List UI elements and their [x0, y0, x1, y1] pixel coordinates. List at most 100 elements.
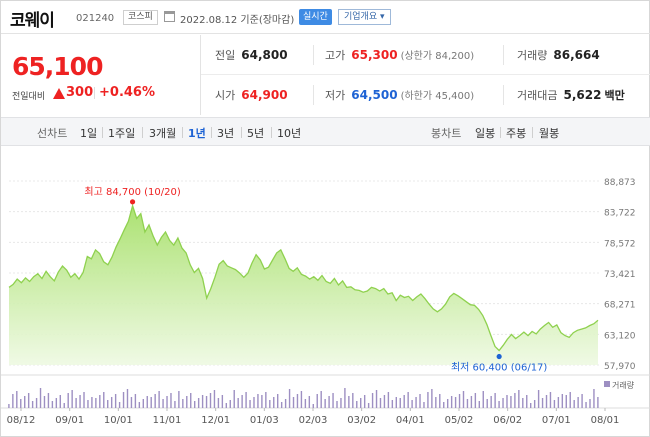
volume-bar — [245, 392, 247, 408]
volume-bar — [277, 394, 279, 408]
volume-bar — [561, 394, 564, 408]
change-percent: +0.46% — [99, 85, 155, 100]
volume-bar — [518, 390, 520, 408]
volume-bar — [454, 397, 457, 408]
volume-bar — [257, 394, 259, 408]
x-tick-label: 01/03 — [250, 415, 279, 426]
toolbar-divider — [182, 127, 183, 138]
period-1d-button[interactable]: 1일 — [80, 127, 98, 140]
price-line — [8, 203, 599, 352]
candle-chart-label: 봉차트 — [431, 127, 462, 140]
stat-value: 64,800 — [241, 48, 288, 62]
period-1y-button[interactable]: 1년 — [188, 127, 206, 140]
volume-bar — [178, 391, 180, 408]
stat-open: 시가 64,900 — [215, 75, 288, 115]
volume-bar — [43, 396, 46, 408]
volume-bar — [557, 397, 560, 408]
volume-bar — [403, 395, 405, 408]
volume-bar — [273, 397, 275, 408]
volume-bar — [217, 398, 220, 408]
price-chart-svg: 88,873 83,722 78,572 73,421 68,271 63,120 57,9… — [1, 178, 650, 426]
volume-bar — [284, 399, 287, 408]
volume-bar — [411, 400, 413, 408]
volume-bar — [478, 401, 481, 408]
volume-bar — [205, 396, 208, 408]
volume-bar — [269, 400, 271, 408]
chart-toolbar: 선차트 1일 1주일 3개월 1년 3년 5년 10년 봉차트 일봉 주봉 월봉 — [1, 117, 650, 146]
volume-bar — [114, 394, 117, 408]
volume-bar — [466, 399, 469, 408]
company-info-dropdown[interactable]: 기업개요 ▾ — [338, 9, 391, 25]
period-5y-button[interactable]: 5년 — [247, 127, 265, 140]
basis-date: 2022.08.12 기준(장마감) — [180, 15, 295, 26]
weekly-candle-button[interactable]: 주봉 — [506, 127, 527, 140]
stat-label: 거래대금 — [517, 89, 558, 102]
monthly-candle-button[interactable]: 월봉 — [539, 127, 560, 140]
realtime-button[interactable]: 실시간 — [299, 9, 332, 25]
volume-bar — [324, 399, 326, 408]
stat-divider — [313, 45, 314, 65]
volume-bar — [47, 393, 50, 408]
volume-bar — [39, 388, 42, 408]
stock-header: 코웨이 021240 코스피 2022.08.12 기준(장마감) 실시간 기업… — [1, 1, 650, 34]
volume-bar — [533, 400, 536, 408]
y-tick-label: 83,722 — [604, 209, 636, 219]
volume-bar — [209, 393, 212, 408]
calendar-icon — [164, 11, 175, 22]
volume-bar — [312, 404, 314, 408]
stat-divider — [503, 85, 504, 105]
volume-bar — [482, 391, 484, 408]
volume-bar — [474, 393, 477, 408]
period-1w-button[interactable]: 1주일 — [108, 127, 136, 140]
stat-label: 시가 — [215, 89, 236, 102]
volume-bar — [379, 398, 382, 408]
x-tick-label: 06/02 — [493, 415, 522, 426]
volume-bar — [593, 389, 595, 408]
volume-bar — [170, 393, 172, 408]
volume-bar — [249, 400, 251, 408]
volume-bar — [146, 396, 148, 408]
volume-bar — [87, 400, 89, 408]
volume-bar — [490, 396, 492, 408]
daily-candle-button[interactable]: 일봉 — [475, 127, 496, 140]
volume-bar — [201, 395, 204, 408]
volume-bar — [103, 392, 105, 408]
volume-bar — [439, 394, 441, 408]
volume-bar — [522, 398, 524, 408]
stat-label: 거래량 — [517, 49, 548, 62]
volume-bar — [569, 392, 571, 408]
y-tick-label: 57,970 — [604, 362, 636, 372]
volume-legend-label: 거래량 — [612, 380, 635, 390]
volume-bar — [427, 392, 429, 408]
low-annotation: 최저 60,400 (06/17) — [451, 362, 547, 374]
stats-table: 전일 64,800 고가 65,300 (상한가 84,200) 거래량 86,664 … — [201, 35, 650, 115]
period-10y-button[interactable]: 10년 — [277, 127, 302, 140]
volume-bar — [423, 402, 425, 408]
volume-bar — [375, 390, 378, 408]
volume-bar — [16, 391, 18, 408]
volume-bar — [75, 398, 77, 408]
volume-bar — [431, 389, 433, 408]
volume-bar — [154, 394, 156, 408]
toolbar-divider — [102, 127, 103, 138]
price-area — [9, 205, 598, 365]
volume-bar — [237, 398, 239, 408]
period-3m-button[interactable]: 3개월 — [149, 127, 177, 140]
stat-value: 64,500 — [351, 88, 398, 102]
stat-value: 5,622 — [563, 88, 602, 102]
volume-bar — [51, 401, 54, 408]
stock-code: 021240 — [76, 13, 115, 24]
volume-bar — [336, 401, 338, 408]
volume-bar — [526, 395, 528, 408]
volume-bar — [24, 396, 26, 408]
change-divider — [94, 87, 95, 99]
volume-bar — [498, 401, 500, 408]
x-tick-label: 02/03 — [299, 415, 328, 426]
volume-bar — [462, 391, 465, 408]
period-3y-button[interactable]: 3년 — [217, 127, 235, 140]
x-axis-ticks: 08/12 09/01 10/01 11/01 12/01 01/03 02/03 03/02… — [7, 408, 619, 426]
stat-value: 65,300 — [351, 48, 398, 62]
volume-bar — [510, 396, 512, 408]
volume-bar — [363, 395, 366, 408]
